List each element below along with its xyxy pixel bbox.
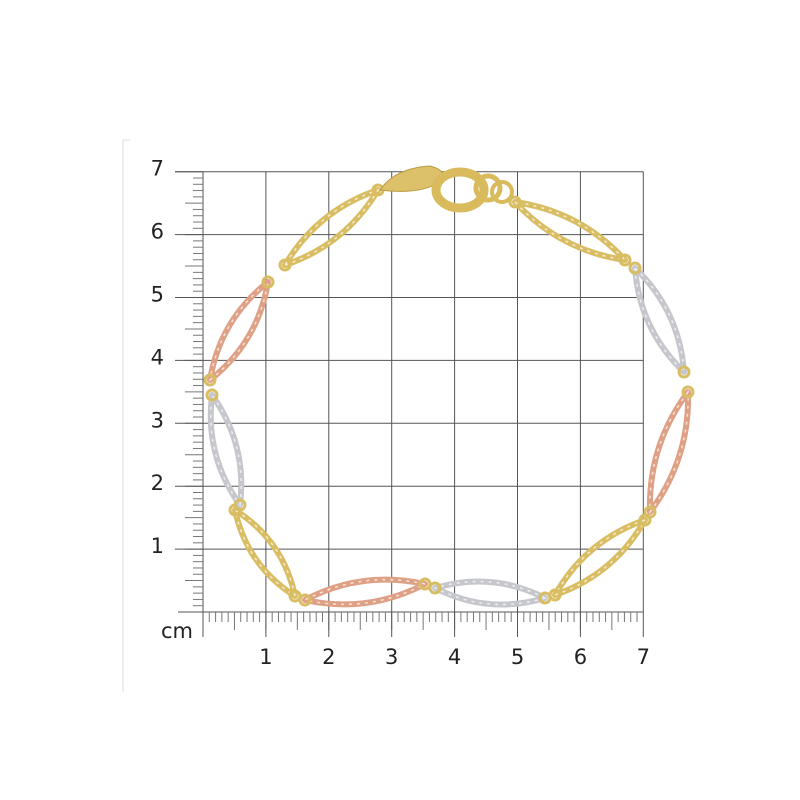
link	[232, 507, 298, 599]
jump-ring	[677, 365, 691, 379]
link	[552, 517, 648, 598]
grid: 1 2 3 4 5 6 7 1 2 3 4 5 6 7	[151, 157, 650, 669]
jump-ring	[681, 385, 695, 399]
x-tick-label: 3	[385, 645, 398, 669]
link-shine	[553, 518, 647, 597]
link	[207, 392, 245, 508]
jump-ring	[233, 498, 247, 512]
y-tick-label: 1	[151, 534, 164, 558]
unit-label: cm	[161, 619, 193, 643]
link	[632, 265, 687, 375]
y-tick-label: 6	[151, 220, 164, 244]
link	[302, 576, 428, 608]
link-shine	[233, 508, 297, 598]
jump-ring	[508, 195, 522, 209]
clasp-tab	[379, 165, 443, 192]
jump-ring	[618, 253, 632, 267]
clasp	[431, 167, 489, 213]
clasp-ring	[490, 180, 514, 204]
x-tick-label: 5	[511, 645, 524, 669]
jump-ring	[418, 577, 432, 591]
jump-ring	[628, 261, 642, 275]
x-tick-label: 1	[259, 645, 272, 669]
link-shine	[302, 578, 428, 606]
link	[646, 389, 692, 515]
jump-ring	[203, 373, 217, 387]
link-shine	[649, 389, 689, 515]
link-shine	[283, 188, 380, 267]
link-shine	[432, 580, 548, 606]
y-tick-label: 7	[151, 157, 164, 181]
clasp-ring	[473, 173, 503, 203]
y-tick-label: 4	[151, 345, 164, 369]
link	[282, 187, 381, 268]
jump-ring	[261, 275, 275, 289]
x-tick-label: 7	[637, 645, 650, 669]
x-tick-label: 2	[322, 645, 335, 669]
bracelet	[203, 165, 695, 608]
jump-ring	[638, 513, 652, 527]
link	[207, 279, 271, 383]
x-tick-label: 6	[574, 645, 587, 669]
y-tick-label: 5	[151, 283, 164, 307]
jump-ring	[288, 589, 302, 603]
jump-ring	[205, 388, 219, 402]
x-tick-label: 4	[448, 645, 461, 669]
link-shine	[634, 266, 685, 374]
y-tick-label: 2	[151, 471, 164, 495]
y-tick-label: 3	[151, 408, 164, 432]
link-shine	[208, 280, 270, 382]
link-shine	[513, 200, 627, 262]
link	[432, 578, 548, 608]
jump-ring	[538, 591, 552, 605]
link	[512, 199, 628, 263]
jump-ring	[278, 258, 292, 272]
